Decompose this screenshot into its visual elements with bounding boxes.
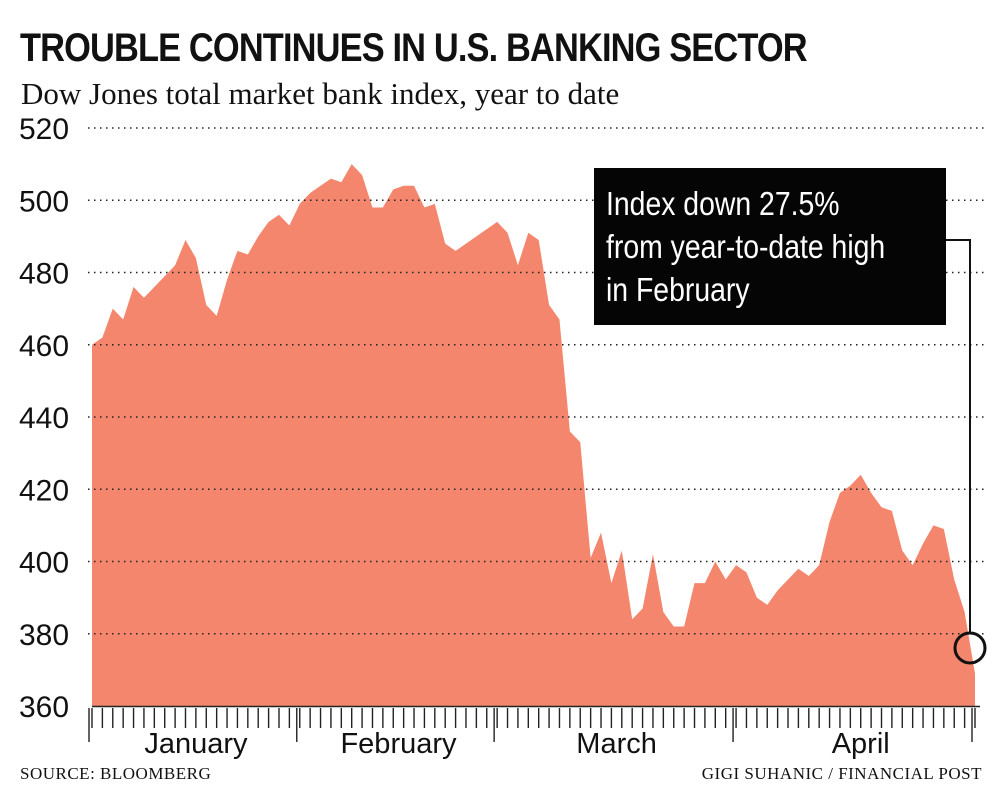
credit-note: GIGI SUHANIC / FINANCIAL POST bbox=[701, 764, 982, 783]
y-tick-label: 460 bbox=[19, 330, 69, 363]
source-note: SOURCE: BLOOMBERG bbox=[20, 764, 212, 783]
x-month-label: March bbox=[576, 728, 657, 760]
annotation-text: Index down 27.5% from year-to-date high … bbox=[606, 182, 950, 311]
annotation-leader-line bbox=[946, 239, 971, 632]
y-tick-label: 480 bbox=[19, 258, 69, 291]
y-tick-label: 420 bbox=[19, 474, 69, 507]
y-tick-label: 380 bbox=[19, 619, 69, 652]
x-month-label: April bbox=[832, 728, 890, 760]
x-month-label: January bbox=[144, 728, 248, 760]
chart-subtitle: Dow Jones total market bank index, year … bbox=[21, 76, 620, 111]
x-month-label: February bbox=[340, 728, 457, 760]
annotation-line-1: Index down 27.5% bbox=[606, 185, 840, 222]
y-tick-label: 520 bbox=[19, 113, 69, 146]
index-area bbox=[92, 164, 975, 706]
annotation-line-3: in February bbox=[606, 271, 750, 308]
highlight-circle bbox=[953, 631, 987, 665]
chart-title: TROUBLE CONTINUES IN U.S. BANKING SECTOR bbox=[20, 26, 808, 70]
y-tick-label: 400 bbox=[19, 547, 69, 580]
annotation-box: Index down 27.5% from year-to-date high … bbox=[594, 168, 946, 325]
y-tick-label: 440 bbox=[19, 402, 69, 435]
y-tick-label: 500 bbox=[19, 185, 69, 218]
y-tick-label: 360 bbox=[19, 691, 69, 724]
annotation-line-2: from year-to-date high bbox=[606, 228, 886, 265]
